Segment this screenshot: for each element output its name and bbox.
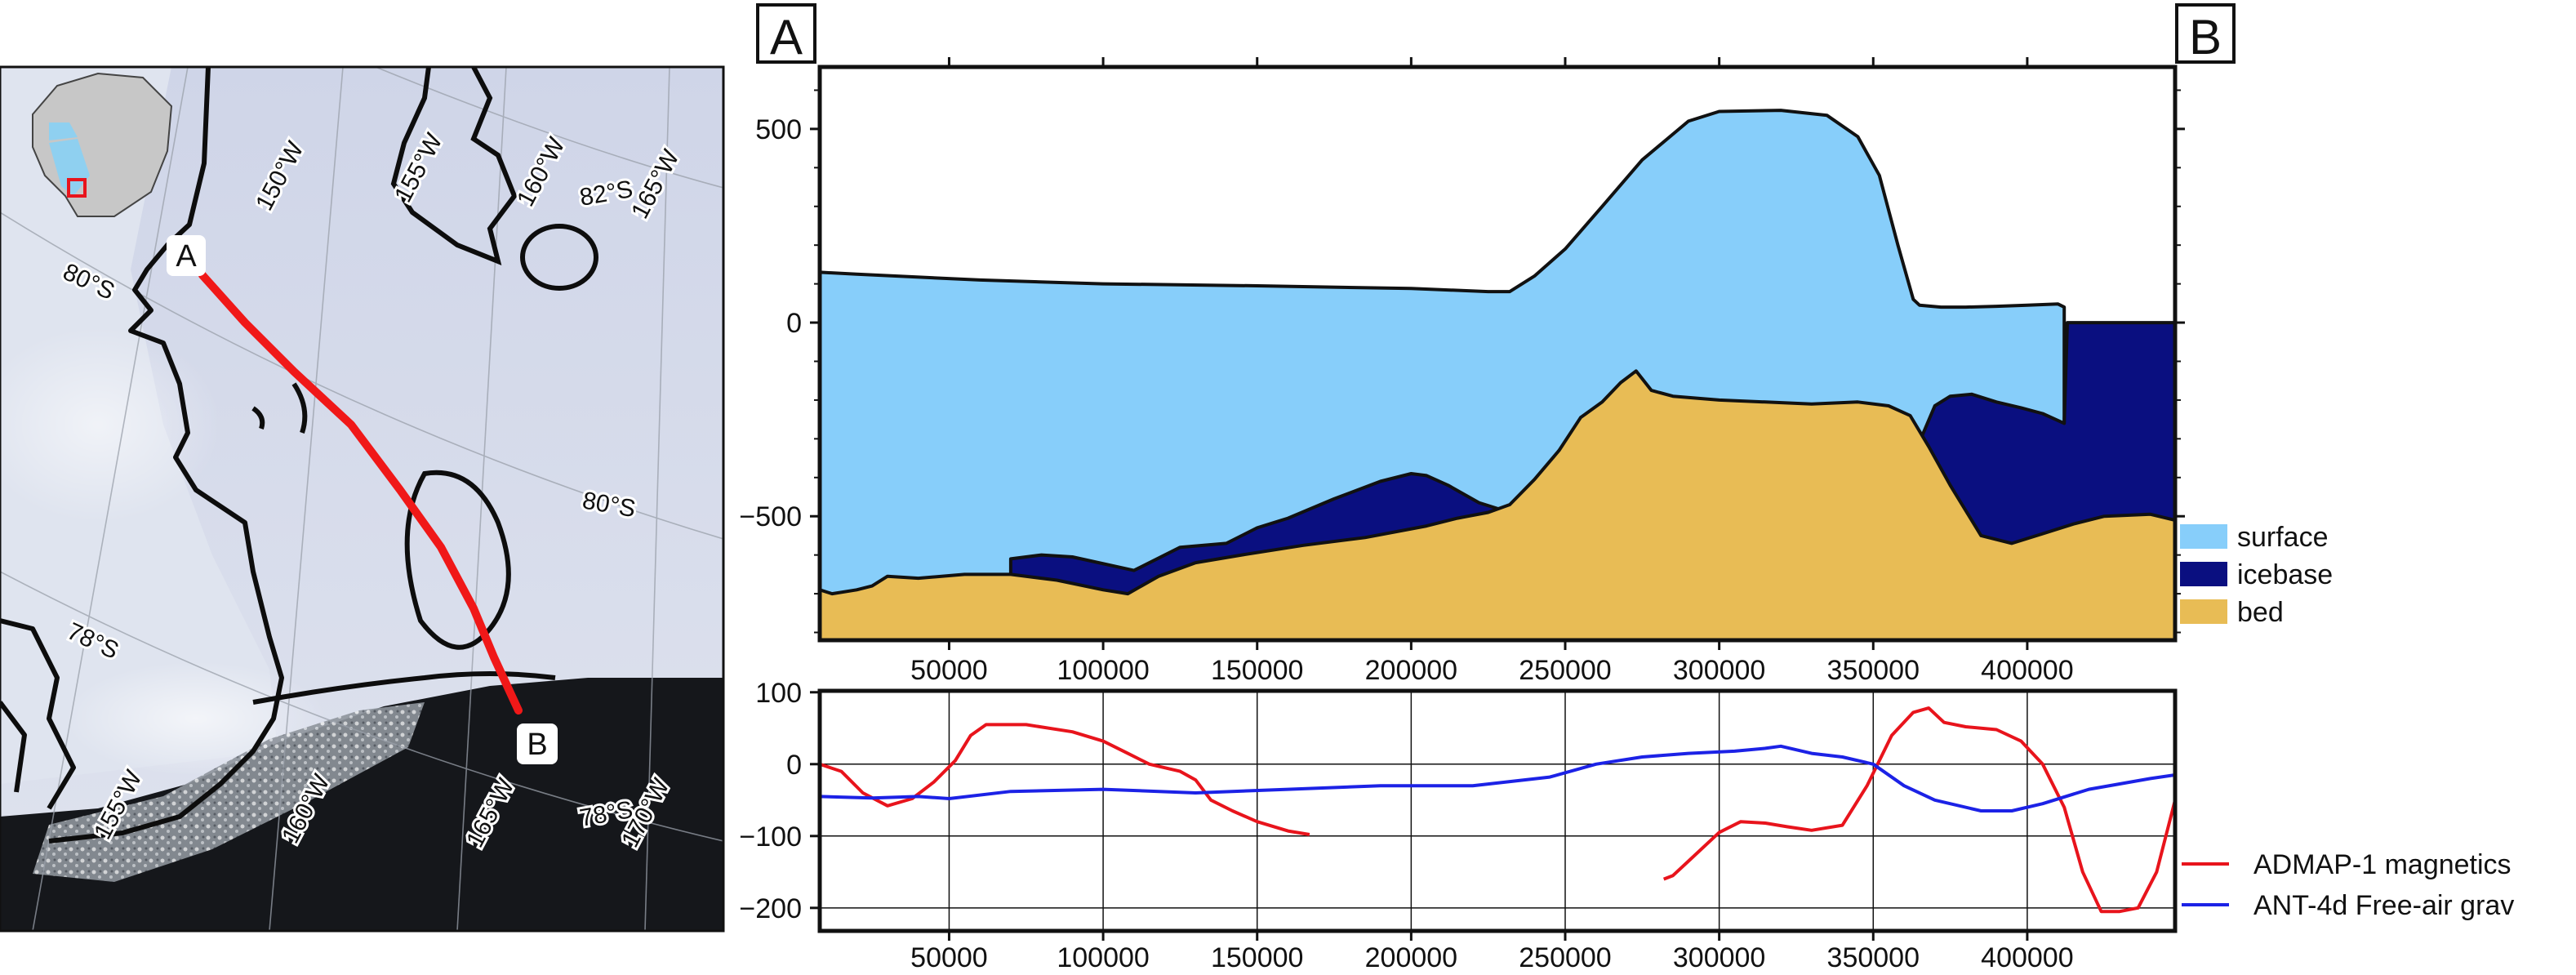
y-tick-label: 500 (755, 114, 802, 145)
x-tick-label: 400000 (1981, 942, 2073, 973)
bright-ice-patch (0, 327, 220, 523)
series-line-admap-1-magnetics (820, 723, 1310, 836)
y-tick-label: −200 (739, 893, 802, 924)
point-b-label: B (517, 723, 558, 764)
legend-label-surface: surface (2237, 522, 2329, 553)
x-tick-label: 200000 (1365, 655, 1457, 686)
inset-location-box (67, 178, 87, 198)
profile-frame (817, 65, 2178, 643)
legend-label-icebase: icebase (2237, 559, 2333, 590)
inset-antarctica (32, 72, 173, 217)
x-tick-label: 400000 (1981, 655, 2073, 686)
anomaly-lines (820, 706, 2175, 914)
series-line-admap-1-magnetics (1662, 706, 2175, 914)
islands (251, 67, 598, 650)
y-tick-label: −100 (739, 821, 802, 853)
coastline (0, 67, 556, 844)
x-tick-label: 250000 (1519, 655, 1611, 686)
x-tick-label: 150000 (1211, 942, 1303, 973)
anomaly-ticks: 100 0 −100 −200 50000 100000 150000 200000 25000… (739, 678, 2073, 973)
x-tick-label: 50000 (910, 942, 988, 973)
area-bed (820, 369, 2175, 640)
corner-label-a: A (756, 3, 816, 65)
legend-swatch-bed (2180, 599, 2227, 624)
legend-label-bed: bed (2237, 597, 2284, 628)
svg-text:A: A (770, 10, 803, 65)
series-line-ant-4d-free-air-grav (820, 744, 2175, 812)
graticule (0, 67, 723, 931)
profile-legend: surface icebase bed (2180, 522, 2333, 628)
x-tick-label: 300000 (1673, 942, 1765, 973)
x-tick-label: 50000 (910, 655, 988, 686)
x-tick-label: 100000 (1057, 655, 1149, 686)
map-panel: 150°W 155°W 160°W 165°W 155°W 160°W 165°… (0, 67, 723, 931)
svg-text:B: B (527, 728, 547, 762)
legend-swatch-surface (2180, 524, 2227, 549)
x-tick-label: 350000 (1827, 655, 1920, 686)
y-tick-label: 0 (786, 308, 802, 339)
legend-swatch-icebase (2180, 562, 2227, 586)
legend-label: ADMAP-1 magnetics (2253, 849, 2511, 880)
profile-areas (820, 109, 2175, 640)
x-tick-label: 150000 (1211, 655, 1303, 686)
x-tick-label: 300000 (1673, 655, 1765, 686)
anomaly-frame (817, 688, 2178, 933)
x-tick-label: 100000 (1057, 942, 1149, 973)
legend-label: ANT-4d Free-air grav (2253, 890, 2514, 921)
map-frame (0, 65, 725, 933)
point-a-label: A (167, 235, 206, 276)
x-tick-label: 350000 (1827, 942, 1920, 973)
sea-ice-debris (33, 702, 425, 882)
corner-label-b: B (2175, 3, 2236, 65)
y-tick-label: 100 (755, 678, 802, 709)
profile-ticks: 500 0 −500 50000 100000 150000 200000 250000 300… (739, 57, 2185, 686)
x-tick-label: 250000 (1519, 942, 1611, 973)
profile-chart: 500 0 −500 50000 100000 150000 200000 250000 300… (739, 3, 2333, 686)
anomaly-legend: ADMAP-1 magnetics ANT-4d Free-air grav (2182, 849, 2514, 921)
y-tick-label: 0 (786, 750, 802, 781)
svg-text:A: A (176, 239, 197, 274)
anomaly-chart: 100 0 −100 −200 50000 100000 150000 200000 25000… (739, 678, 2514, 973)
svg-text:B: B (2189, 10, 2222, 65)
x-tick-label: 200000 (1365, 942, 1457, 973)
y-tick-label: −500 (739, 501, 802, 532)
profile-line (198, 271, 523, 715)
